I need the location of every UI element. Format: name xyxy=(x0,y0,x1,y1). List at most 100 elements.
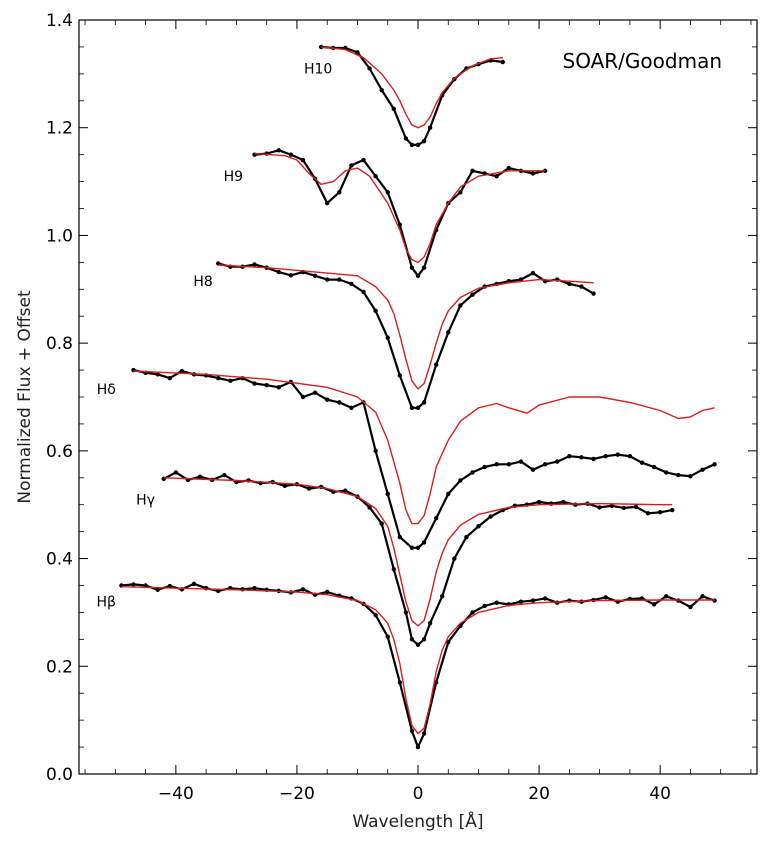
model-line xyxy=(218,264,594,390)
observed-point xyxy=(482,464,487,470)
series-hβ xyxy=(119,581,717,750)
series-label: Hβ xyxy=(97,595,116,611)
y-tick-label: 0.0 xyxy=(46,765,73,785)
plot-border xyxy=(78,19,758,775)
x-tick-label: −20 xyxy=(279,784,315,804)
observed-point xyxy=(536,499,542,505)
observed-point xyxy=(300,587,306,592)
observed-point xyxy=(579,455,584,460)
observed-line xyxy=(133,369,716,549)
observed-point xyxy=(415,405,421,410)
observed-point xyxy=(397,680,403,685)
observed-point xyxy=(494,462,499,467)
observed-point xyxy=(216,375,221,381)
series-label: H8 xyxy=(193,274,212,290)
observed-point xyxy=(167,583,173,589)
observed-point xyxy=(324,277,330,282)
series-hδ xyxy=(131,367,717,550)
instrument-annotation: SOAR/Goodman xyxy=(563,49,722,73)
observed-point xyxy=(337,400,342,405)
observed-point xyxy=(367,505,372,510)
observed-point xyxy=(700,594,705,599)
series-label: H9 xyxy=(224,169,243,185)
observed-point xyxy=(361,289,366,295)
observed-point xyxy=(397,534,403,540)
observed-point xyxy=(397,373,403,378)
observed-point xyxy=(670,507,675,513)
observed-point xyxy=(542,596,548,601)
observed-point xyxy=(409,728,415,734)
series-hγ xyxy=(161,470,675,647)
observed-point xyxy=(458,303,463,308)
x-tick-label: 40 xyxy=(649,784,671,804)
observed-point xyxy=(391,567,396,572)
observed-point xyxy=(591,597,596,603)
observed-point xyxy=(312,273,318,279)
observed-point xyxy=(409,142,415,148)
observed-point xyxy=(488,514,493,519)
observed-point xyxy=(470,292,475,297)
observed-point xyxy=(337,277,342,282)
series-labels: Hβ Hγ Hδ H8 H9 H10 xyxy=(97,61,333,610)
observed-point xyxy=(530,467,536,472)
observed-point xyxy=(421,400,427,405)
observed-point xyxy=(421,731,427,736)
observed-point xyxy=(179,368,185,374)
observed-point xyxy=(458,478,463,483)
observed-point xyxy=(324,589,330,595)
model-line xyxy=(121,585,715,735)
observed-point xyxy=(276,385,281,390)
observed-point xyxy=(645,511,651,516)
observed-point xyxy=(591,291,596,296)
observed-point xyxy=(155,587,160,593)
observed-point xyxy=(252,262,257,267)
observed-point xyxy=(379,87,384,93)
observed-point xyxy=(343,488,348,493)
observed-point xyxy=(561,499,566,505)
observed-point xyxy=(542,168,548,173)
y-tick-label: 1.0 xyxy=(46,226,73,246)
observed-point xyxy=(312,390,318,395)
plot-frame xyxy=(78,19,758,775)
observed-point xyxy=(403,136,409,141)
y-axis-title: Normalized Flux + Offset xyxy=(15,290,35,504)
observed-point xyxy=(712,462,717,467)
series-h8 xyxy=(216,261,596,410)
observed-point xyxy=(409,545,415,550)
observed-point xyxy=(385,491,390,497)
series-h9 xyxy=(252,148,548,279)
observed-point xyxy=(349,281,354,287)
observed-point xyxy=(530,270,536,276)
observed-line xyxy=(121,582,715,749)
observed-point xyxy=(415,545,421,550)
observed-point xyxy=(324,397,330,402)
observed-point xyxy=(415,273,421,279)
observed-point xyxy=(609,503,614,508)
observed-point xyxy=(397,222,403,227)
series-label: Hγ xyxy=(136,492,155,508)
model-line xyxy=(254,152,546,264)
observed-point xyxy=(446,639,451,645)
observed-point xyxy=(464,534,469,540)
y-tick-label: 0.8 xyxy=(46,334,73,354)
observed-point xyxy=(415,744,421,750)
observed-point xyxy=(621,505,627,511)
observed-point xyxy=(446,491,451,497)
observed-point xyxy=(446,330,451,335)
observed-point xyxy=(542,462,548,467)
observed-point xyxy=(433,362,439,367)
observed-point xyxy=(518,459,524,464)
observed-point xyxy=(373,173,378,179)
axis-ticks: −40 −20 0 20 40 0.0 0.2 0.4 0.6 0.8 1.0 1.2 1.4 xyxy=(46,11,757,804)
observed-point xyxy=(427,621,433,626)
observed-point xyxy=(385,634,390,639)
observed-point xyxy=(688,473,693,479)
y-tick-label: 0.2 xyxy=(46,657,73,677)
observed-line xyxy=(163,471,673,646)
observed-point xyxy=(500,59,505,65)
observed-point xyxy=(530,598,536,603)
observed-point xyxy=(518,277,524,282)
observed-point xyxy=(421,540,427,545)
observed-point xyxy=(409,637,415,642)
x-axis-title: Wavelength [Å] xyxy=(352,810,483,832)
